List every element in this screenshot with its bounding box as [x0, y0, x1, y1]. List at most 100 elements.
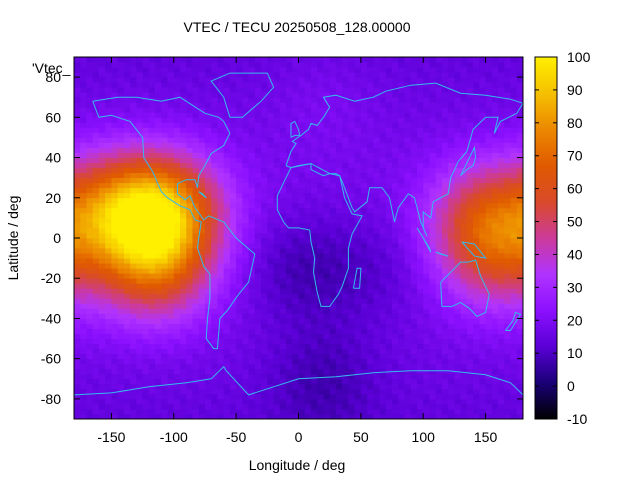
heatmap-cell — [373, 383, 380, 390]
heatmap-cell — [392, 243, 399, 249]
heatmap-cell — [105, 142, 112, 148]
heatmap-cell — [491, 383, 499, 390]
heatmap-cell — [335, 122, 343, 128]
heatmap-cell — [310, 303, 318, 309]
heatmap-cell — [429, 318, 437, 324]
heatmap-cell — [279, 293, 287, 299]
heatmap-cell — [155, 77, 162, 83]
heatmap-cell — [286, 192, 293, 199]
heatmap-cell — [186, 333, 193, 339]
heatmap-cell — [360, 72, 368, 78]
heatmap-cell — [342, 288, 349, 294]
heatmap-cell — [435, 368, 443, 375]
heatmap-cell — [454, 72, 462, 78]
heatmap-cell — [385, 72, 393, 78]
heatmap-cell — [204, 318, 212, 324]
heatmap-cell — [155, 152, 162, 158]
heatmap-cell — [354, 62, 362, 68]
heatmap-cell — [86, 62, 94, 68]
heatmap-cell — [211, 408, 218, 415]
heatmap-cell — [410, 238, 418, 244]
heatmap-cell — [148, 187, 156, 194]
heatmap-cell — [267, 253, 274, 259]
heatmap-cell — [348, 248, 356, 254]
heatmap-cell — [385, 313, 393, 319]
heatmap-cell — [466, 383, 474, 390]
heatmap-cell — [173, 92, 181, 98]
heatmap-cell — [454, 147, 462, 153]
heatmap-cell — [105, 132, 112, 138]
heatmap-cell — [404, 157, 412, 163]
heatmap-cell — [335, 348, 343, 355]
heatmap-cell — [105, 187, 112, 194]
heatmap-cell — [98, 92, 106, 98]
heatmap-cell — [304, 333, 312, 339]
heatmap-cell — [385, 398, 393, 405]
heatmap-cell — [298, 97, 306, 103]
heatmap-cell — [335, 318, 343, 324]
heatmap-cell — [466, 117, 474, 123]
heatmap-cell — [398, 177, 405, 184]
heatmap-cell — [180, 82, 187, 88]
heatmap-cell — [392, 192, 399, 199]
heatmap-cell — [298, 57, 306, 63]
heatmap-cell — [236, 187, 243, 194]
heatmap-cell — [74, 67, 81, 73]
heatmap-cell — [435, 263, 443, 269]
heatmap-cell — [123, 212, 131, 219]
heatmap-cell — [123, 202, 131, 209]
heatmap-cell — [211, 313, 218, 319]
heatmap-cell — [130, 132, 137, 138]
heatmap-cell — [286, 348, 293, 355]
heatmap-cell — [473, 408, 480, 415]
heatmap-cell — [105, 373, 112, 380]
heatmap-cell — [236, 413, 243, 420]
heatmap-cell — [92, 308, 100, 314]
heatmap-cell — [317, 408, 324, 415]
heatmap-cell — [398, 243, 405, 249]
heatmap-cell — [198, 57, 206, 63]
heatmap-cell — [130, 348, 137, 355]
heatmap-cell — [504, 368, 511, 375]
heatmap-cell — [117, 177, 125, 184]
heatmap-cell — [329, 212, 337, 219]
heatmap-cell — [204, 142, 212, 148]
heatmap-cell — [248, 318, 256, 324]
heatmap-cell — [379, 338, 387, 344]
heatmap-cell — [348, 368, 356, 375]
heatmap-cell — [317, 403, 324, 410]
heatmap-cell — [323, 82, 331, 88]
heatmap-cell — [416, 303, 424, 309]
heatmap-cell — [385, 202, 393, 209]
heatmap-cell — [167, 57, 175, 63]
heatmap-cell — [441, 353, 449, 360]
heatmap-cell — [86, 363, 94, 370]
heatmap-cell — [435, 313, 443, 319]
heatmap-cell — [167, 358, 175, 365]
heatmap-cell — [198, 232, 206, 239]
heatmap-cell — [74, 87, 81, 93]
heatmap-cell — [223, 373, 231, 380]
heatmap-cell — [304, 313, 312, 319]
heatmap-cell — [317, 378, 324, 385]
heatmap-cell — [273, 162, 281, 169]
heatmap-cell — [317, 147, 324, 153]
heatmap-cell — [155, 172, 162, 179]
heatmap-cell — [136, 313, 143, 319]
heatmap-cell — [261, 243, 268, 249]
heatmap-cell — [385, 162, 393, 169]
heatmap-cell — [98, 328, 106, 334]
heatmap-cell — [404, 72, 412, 78]
heatmap-cell — [279, 157, 287, 163]
heatmap-cell — [298, 122, 306, 128]
heatmap-cell — [491, 147, 499, 153]
heatmap-cell — [454, 388, 462, 395]
heatmap-cell — [454, 67, 462, 73]
heatmap-cell — [192, 373, 200, 380]
heatmap-cell — [491, 283, 499, 289]
heatmap-cell — [186, 87, 193, 93]
heatmap-cell — [142, 182, 150, 189]
heatmap-cell — [204, 207, 212, 214]
heatmap-cell — [223, 353, 231, 360]
heatmap-cell — [186, 293, 193, 299]
